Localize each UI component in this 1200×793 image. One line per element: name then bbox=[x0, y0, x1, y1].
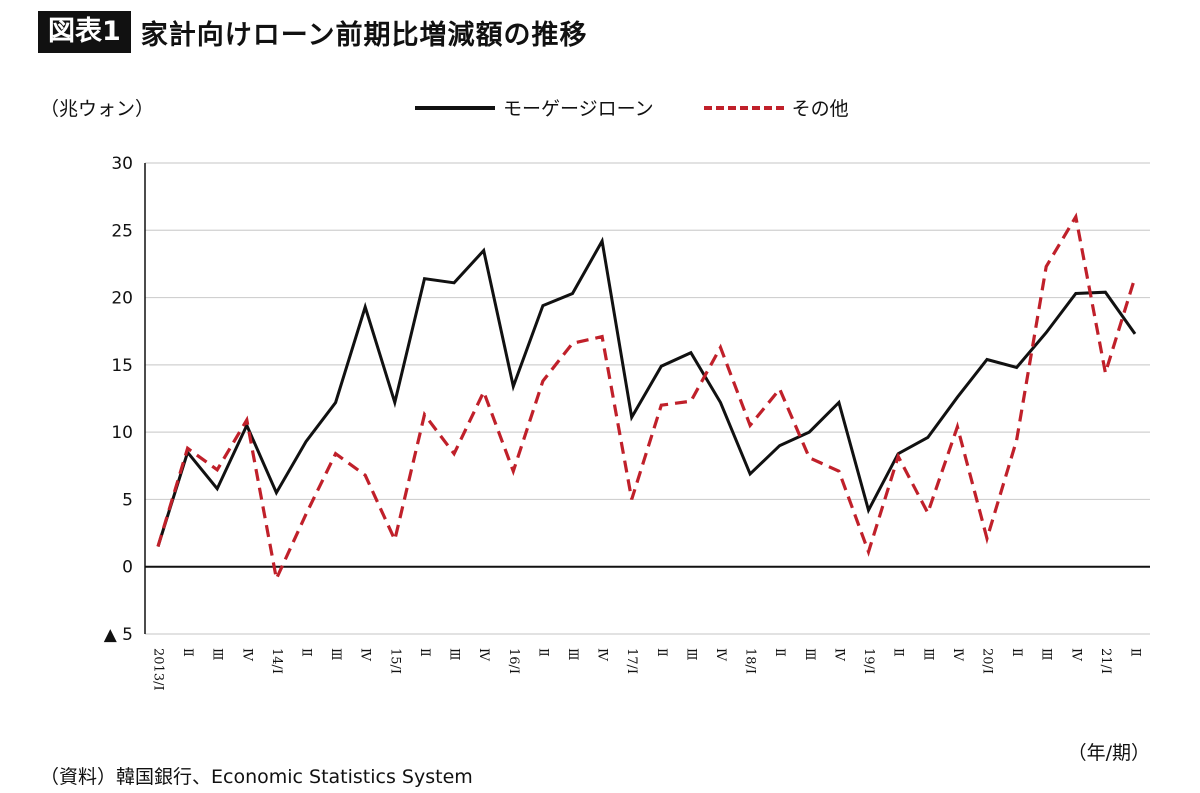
title-text: 家計向けローン前期比増減額の推移 bbox=[140, 19, 588, 51]
x-tick-label: Ⅱ bbox=[1009, 648, 1024, 657]
legend-swatch-dashed bbox=[703, 105, 784, 110]
x-tick-label: Ⅱ bbox=[417, 648, 432, 657]
x-tick-label: Ⅱ bbox=[180, 648, 195, 657]
x-axis-unit-label: （年/期） bbox=[1067, 742, 1150, 764]
x-tick-label: Ⅲ bbox=[210, 648, 225, 661]
x-tick-label: Ⅲ bbox=[802, 648, 817, 661]
chart-title: 図表1 家計向けローン前期比増減額の推移 bbox=[38, 10, 587, 54]
x-tick-label: 15/Ⅰ bbox=[387, 648, 402, 674]
figure-number-badge: 図表1 bbox=[38, 11, 131, 53]
x-tick-label: Ⅲ bbox=[447, 648, 462, 661]
series-line-mortgage bbox=[156, 236, 1137, 547]
x-tick-label: Ⅲ bbox=[920, 648, 935, 661]
legend-item-other: その他 bbox=[703, 94, 849, 121]
x-tick-label: Ⅱ bbox=[654, 648, 669, 657]
y-tick-label: 0 bbox=[122, 558, 133, 578]
x-tick-label: Ⅳ bbox=[595, 648, 610, 662]
x-tick-label: Ⅳ bbox=[239, 648, 254, 662]
x-tick-label: Ⅳ bbox=[476, 648, 491, 662]
x-tick-label: Ⅲ bbox=[328, 648, 343, 661]
x-tick-label: Ⅳ bbox=[831, 648, 846, 662]
x-tick-label: 19/Ⅰ bbox=[861, 648, 876, 674]
legend-swatch-solid bbox=[415, 105, 495, 110]
legend-item-mortgage: モーゲージローン bbox=[415, 94, 654, 121]
x-tick-label: 21/Ⅰ bbox=[1098, 648, 1113, 674]
y-tick-label: 15 bbox=[111, 356, 133, 376]
x-tick-label: Ⅱ bbox=[1128, 648, 1143, 657]
x-tick-label: Ⅱ bbox=[891, 648, 906, 657]
legend: モーゲージローン その他 bbox=[415, 94, 899, 121]
x-tick-label: Ⅲ bbox=[1039, 648, 1054, 661]
y-tick-label: ▲ 5 bbox=[104, 625, 133, 645]
x-tick-label: Ⅱ bbox=[535, 648, 550, 657]
y-tick-label: 10 bbox=[111, 423, 133, 443]
y-tick-label: 30 bbox=[111, 154, 133, 174]
x-tick-label: 17/Ⅰ bbox=[624, 648, 639, 674]
series-line-other bbox=[156, 212, 1137, 585]
source-note: （資料）韓国銀行、Economic Statistics System bbox=[40, 766, 473, 788]
y-tick-label: 5 bbox=[122, 490, 133, 510]
x-tick-label: Ⅱ bbox=[772, 648, 787, 657]
legend-label-mortgage: モーゲージローン bbox=[503, 98, 654, 120]
x-tick-label: 2013/Ⅰ bbox=[151, 648, 166, 691]
y-tick-label: 20 bbox=[111, 289, 133, 309]
x-tick-label: Ⅱ bbox=[299, 648, 314, 657]
x-tick-label: Ⅳ bbox=[950, 648, 965, 662]
legend-label-other: その他 bbox=[791, 98, 849, 120]
x-tick-label: 18/Ⅰ bbox=[743, 648, 758, 674]
x-tick-label: Ⅲ bbox=[565, 648, 580, 661]
x-tick-label: 14/Ⅰ bbox=[269, 648, 284, 674]
x-tick-label: 20/Ⅰ bbox=[979, 648, 994, 674]
x-tick-label: Ⅳ bbox=[713, 648, 728, 662]
x-tick-label: Ⅳ bbox=[1068, 648, 1083, 662]
x-tick-label: Ⅲ bbox=[683, 648, 698, 661]
y-axis-unit-label: （兆ウォン） bbox=[40, 98, 155, 120]
x-tick-label: Ⅳ bbox=[358, 648, 373, 662]
y-tick-label: 25 bbox=[111, 221, 133, 241]
x-tick-label: 16/Ⅰ bbox=[506, 648, 521, 674]
